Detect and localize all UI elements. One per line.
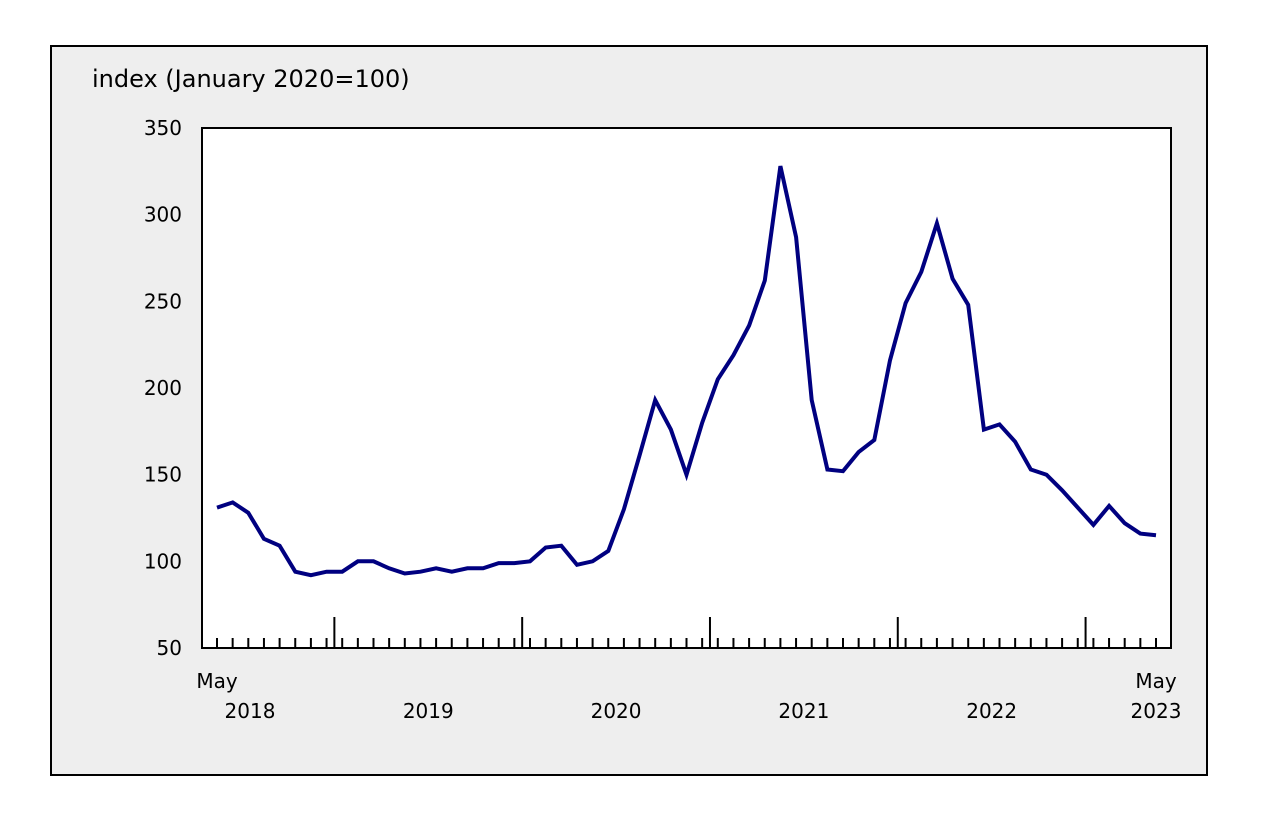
x-year-label: 2019 [403, 699, 454, 723]
y-tick-label: 250 [144, 289, 182, 313]
x-axis-labels: May May 2018 2019 2020 2021 2022 2023 [196, 669, 1181, 723]
y-tick-label: 350 [144, 116, 182, 140]
y-tick-label: 150 [144, 463, 182, 487]
y-tick-label: 300 [144, 203, 182, 227]
series-layer [216, 165, 1157, 578]
y-tick-label: 50 [157, 636, 182, 660]
x-year-label: 2021 [778, 699, 829, 723]
y-tick-label: 200 [144, 376, 182, 400]
x-year-label: 2020 [591, 699, 642, 723]
y-tick-label: 100 [144, 549, 182, 573]
x-tick-label-end: May [1135, 669, 1177, 693]
x-tick-label-start: May [196, 669, 238, 693]
y-axis: 50 100 150 200 250 300 350 [144, 116, 182, 660]
x-year-label: 2022 [966, 699, 1017, 723]
x-year-label: 2023 [1131, 699, 1182, 723]
series-line [216, 165, 1157, 578]
y-axis-title: index (January 2020=100) [92, 65, 410, 93]
x-year-label: 2018 [225, 699, 276, 723]
x-axis [216, 617, 1157, 648]
